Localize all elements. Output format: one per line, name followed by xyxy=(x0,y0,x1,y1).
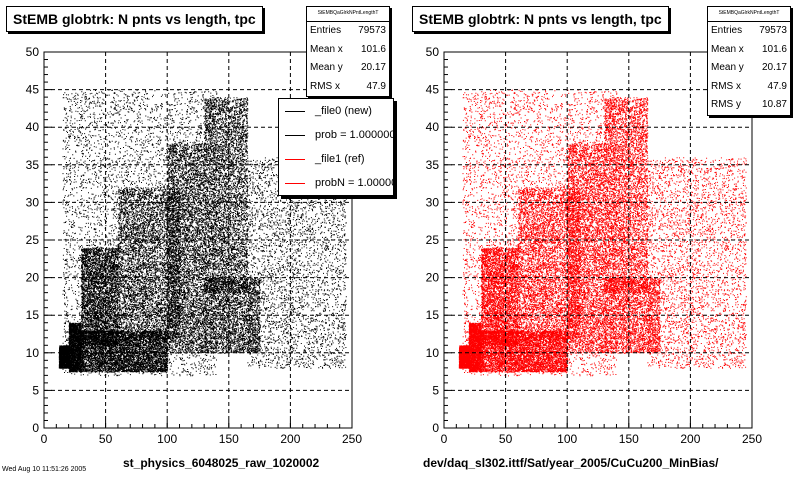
y-tick-label: 30 xyxy=(26,195,40,209)
y-tick-label: 15 xyxy=(426,308,440,322)
right-stats-name: StEMBQaGlrkNPntLengthT xyxy=(708,7,790,22)
left-stats-name: StEMBQaGlrkNPntLengthT xyxy=(307,7,389,22)
y-tick-label: 5 xyxy=(32,383,39,397)
x-tick-label: 50 xyxy=(99,432,113,446)
y-tick-label: 5 xyxy=(432,383,439,397)
left-plot-panel: StEMB globtrk: N pnts vs length, tpc StE… xyxy=(6,6,394,470)
x-tick-label: 200 xyxy=(280,432,300,446)
legend-entry-file0: _file0 (new) xyxy=(279,99,393,123)
legend-entry-file1: _file1 (ref) xyxy=(279,147,393,171)
y-tick-label: 25 xyxy=(426,233,440,247)
y-tick-label: 0 xyxy=(432,421,439,435)
y-tick-label: 20 xyxy=(26,271,40,285)
y-tick-label: 45 xyxy=(26,83,40,97)
left-plot-title: StEMB globtrk: N pnts vs length, tpc xyxy=(6,6,263,32)
left-stats-row: RMS x 47.9 xyxy=(310,80,386,92)
left-x-axis-title: st_physics_6048025_raw_1020002 xyxy=(123,456,320,470)
right-plot-panel: StEMB globtrk: N pnts vs length, tpc StE… xyxy=(400,0,800,480)
legend-entry-prob: prob = 1.000000 xyxy=(279,123,393,147)
scatter-points xyxy=(458,89,747,377)
right-stats-row: Entries 79573 xyxy=(711,25,787,36)
right-stats-row: RMS y 10.87 xyxy=(711,99,787,110)
y-tick-label: 35 xyxy=(26,158,40,172)
right-plot-title: StEMB globtrk: N pnts vs length, tpc xyxy=(412,6,669,32)
y-tick-label: 35 xyxy=(426,158,440,172)
y-tick-label: 50 xyxy=(426,45,440,59)
left-legend: _file0 (new) prob = 1.000000 _file1 (ref… xyxy=(278,98,394,196)
left-stats-row: Entries 79573 xyxy=(310,25,386,36)
y-tick-label: 0 xyxy=(32,421,39,435)
x-tick-label: 100 xyxy=(157,432,177,446)
y-tick-label: 10 xyxy=(426,346,440,360)
left-stats-row: Mean y 20.17 xyxy=(310,62,386,73)
right-stats-row: RMS x 47.9 xyxy=(711,80,787,92)
right-stats-row: Mean y 20.17 xyxy=(711,62,787,73)
left-stats-row: Mean x 101.6 xyxy=(310,43,386,55)
y-tick-label: 45 xyxy=(426,83,440,97)
timestamp-footer: Wed Aug 10 11:51:26 2005 xyxy=(2,466,87,473)
y-tick-label: 50 xyxy=(26,45,40,59)
scatter-points xyxy=(58,89,347,377)
right-stats-box: StEMBQaGlrkNPntLengthT Entries 79573 Mean… xyxy=(707,6,791,116)
x-tick-label: 100 xyxy=(557,432,577,446)
y-tick-label: 30 xyxy=(426,195,440,209)
x-tick-label: 250 xyxy=(342,432,362,446)
left-stats-box: StEMBQaGlrkNPntLengthT Entries 79573 Mean… xyxy=(306,6,390,97)
x-tick-label: 150 xyxy=(619,432,639,446)
x-tick-label: 200 xyxy=(680,432,700,446)
y-tick-label: 20 xyxy=(426,271,440,285)
x-tick-label: 0 xyxy=(441,432,448,446)
plot-right: 0 50 100 150 200 250 0 5 10 15 20 25 30 35 40 45 50 xyxy=(426,45,763,446)
right-stats-row: Mean x 101.6 xyxy=(711,43,787,55)
y-tick-label: 25 xyxy=(26,233,40,247)
legend-entry-probN: probN = 1.000000 xyxy=(279,171,393,195)
x-tick-label: 250 xyxy=(742,432,762,446)
y-tick-label: 15 xyxy=(26,308,40,322)
y-tick-label: 40 xyxy=(426,120,440,134)
x-tick-label: 50 xyxy=(499,432,513,446)
x-tick-label: 0 xyxy=(41,432,48,446)
y-tick-label: 10 xyxy=(26,346,40,360)
right-x-axis-title: dev/daq_sl302.ittf/Sat/year_2005/CuCu200… xyxy=(423,456,719,470)
x-tick-label: 150 xyxy=(219,432,239,446)
y-tick-label: 40 xyxy=(26,120,40,134)
